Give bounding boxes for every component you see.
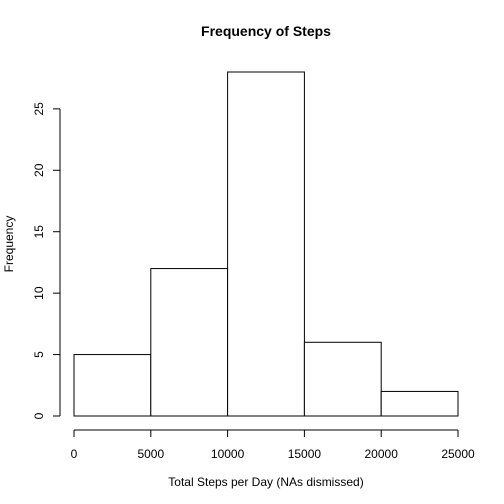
x-axis: 0 5000 10000 15000 20000 25000 [71,429,475,461]
x-tick-label-1: 5000 [137,447,164,461]
histogram-bar-2 [227,71,305,417]
x-tick-label-3: 15000 [288,447,322,461]
y-axis-label: Frequency [2,216,16,273]
x-axis-label: Total Steps per Day (NAs dismissed) [168,475,363,489]
x-tick-label-5: 25000 [441,447,475,461]
y-tick-label-0: 0 [32,412,46,419]
histogram-bar-3 [303,341,382,417]
histogram-bar-0 [73,354,152,417]
y-tick-label-2: 10 [32,286,46,300]
x-tick-label-2: 10000 [211,447,245,461]
histogram-bar-1 [150,268,229,417]
y-axis: 0 5 10 15 20 25 [32,102,61,419]
histogram-bar-4 [380,390,459,417]
y-tick-label-3: 15 [32,225,46,239]
chart-title: Frequency of Steps [201,23,331,39]
y-tick-label-5: 25 [32,102,46,116]
x-tick-label-0: 0 [71,447,78,461]
y-tick-label-1: 5 [32,351,46,358]
y-tick-label-4: 20 [32,163,46,177]
x-tick-label-4: 20000 [365,447,399,461]
bars-group [73,71,459,417]
